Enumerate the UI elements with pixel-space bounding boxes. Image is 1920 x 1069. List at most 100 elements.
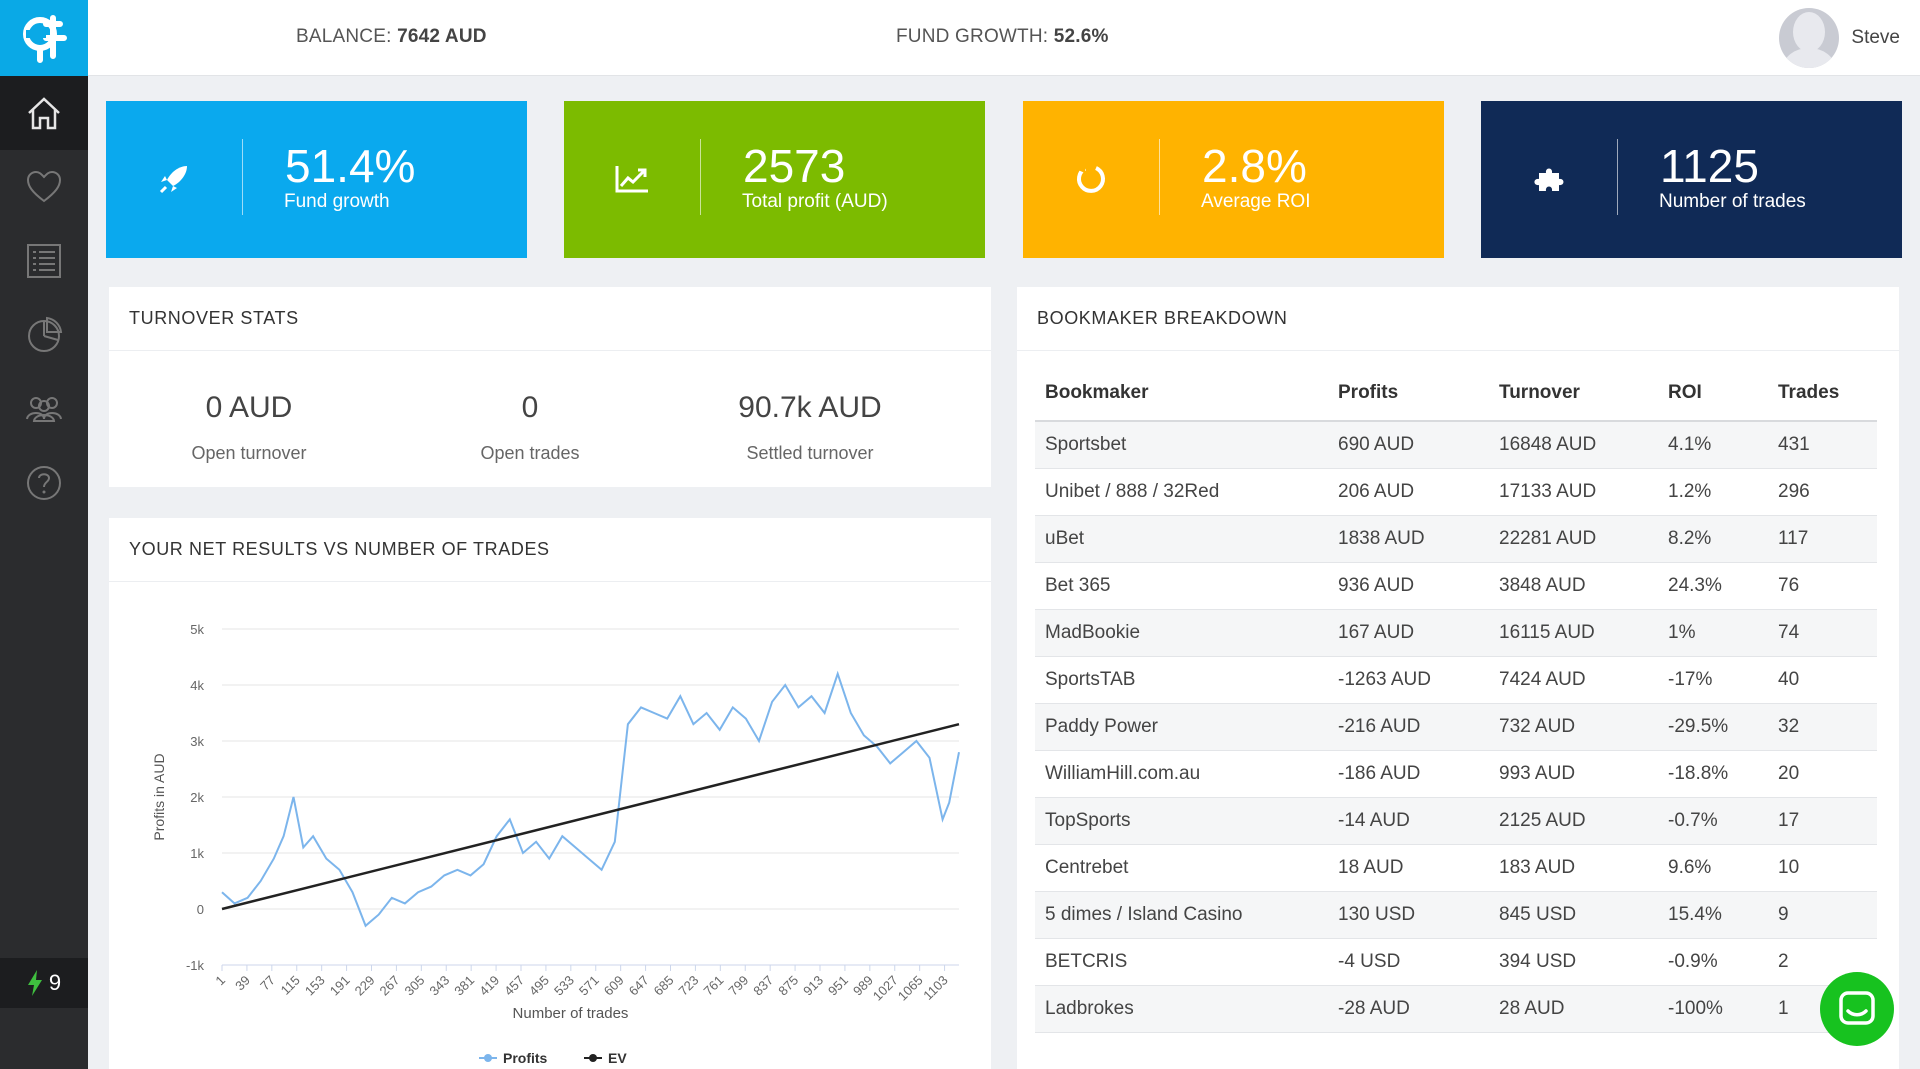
column-header[interactable]: Trades [1768,365,1877,422]
table-cell: 1.2% [1658,468,1768,516]
table-cell: 7424 AUD [1489,656,1658,704]
x-tick-label: 381 [451,973,477,999]
column-header[interactable]: Turnover [1489,365,1658,422]
net-results-chart: 5k 4k 3k 2k 1k 0 -1k 1 39 77 115153191229267305343… [151,622,960,1066]
nav-community[interactable] [0,372,88,446]
x-tick-label: 1 [212,973,228,989]
table-row: Sportsbet 690 AUD 16848 AUD 4.1% 431 [1035,421,1877,469]
table-row: Centrebet 18 AUD 183 AUD 9.6% 10 [1035,844,1877,892]
table-row: BETCRIS -4 USD 394 USD -0.9% 2 [1035,938,1877,986]
pie-chart-icon [28,316,63,352]
y-tick-label: 5k [190,622,204,637]
table-cell: Bet 365 [1035,562,1328,610]
credits-indicator[interactable]: 9 [0,958,88,1008]
series-line-ev [221,722,960,911]
x-tick-label: 571 [576,973,602,999]
tile-label: Total profit (AUD) [742,191,888,212]
table-cell: 936 AUD [1328,562,1489,610]
y-tick-label: 1k [190,846,204,861]
table-header-row: Bookmaker Profits Turnover ROI Trades [1035,365,1877,422]
table-cell: 16115 AUD [1489,609,1658,657]
legend-label: EV [608,1050,627,1066]
table-cell: TopSports [1035,797,1328,845]
x-tick-label: 1065 [895,973,926,1004]
table-cell: 17133 AUD [1489,468,1658,516]
table-cell: -28 AUD [1328,985,1489,1033]
nav-help[interactable] [0,446,88,520]
table-cell: 8.2% [1658,515,1768,563]
table-cell: -100% [1658,985,1768,1033]
x-tick-label: 647 [626,973,652,999]
nav-list[interactable] [0,224,88,298]
x-tick-label: 229 [352,973,378,999]
x-tick-label: 799 [725,973,751,999]
user-name[interactable]: Steve [1851,27,1900,48]
y-tick-label: 3k [190,734,204,749]
tile-label: Average ROI [1201,191,1311,212]
table-row: MadBookie 167 AUD 16115 AUD 1% 74 [1035,609,1877,657]
table-cell: 3848 AUD [1489,562,1658,610]
column-header[interactable]: Profits [1328,365,1489,422]
chat-button[interactable] [1820,972,1894,1046]
app-logo[interactable] [0,0,88,76]
table-cell: Paddy Power [1035,703,1328,751]
tile-label: Number of trades [1659,191,1806,212]
card-title: TURNOVER STATS [109,287,991,351]
user-menu[interactable]: Steve [1779,8,1900,68]
nav-favorites[interactable] [0,150,88,224]
settled-turnover-stat: 90.7k AUD Settled turnover [670,391,950,464]
column-header[interactable]: ROI [1658,365,1768,422]
table-cell: -216 AUD [1328,703,1489,751]
x-tick-label: 951 [825,973,851,999]
table-cell: 40 [1768,656,1877,704]
x-tick-label: 1103 [920,973,950,1003]
bolt-icon [27,970,42,996]
x-tick-label: 191 [327,973,353,999]
x-tick-label: 1027 [870,973,901,1004]
table-cell: 431 [1768,421,1877,469]
x-axis-title: Number of trades [513,1005,629,1022]
nav-stats[interactable] [0,298,88,372]
tile-label: Fund growth [284,191,390,212]
tile-number-of-trades: 1125 Number of trades [1481,101,1902,258]
table-row: Ladbrokes -28 AUD 28 AUD -100% 1 [1035,985,1877,1033]
table-cell: 1838 AUD [1328,515,1489,563]
table-cell: 690 AUD [1328,421,1489,469]
stat-value: 0 [521,391,539,424]
x-tick-label: 837 [750,973,776,999]
column-header[interactable]: Bookmaker [1035,365,1328,422]
nav-home[interactable] [0,76,88,150]
tile-total-profit: 2573 Total profit (AUD) [564,101,985,258]
x-tick-label: 267 [377,973,403,999]
turnover-stats-card: TURNOVER STATS 0 AUD Open turnover 0 Ope… [109,287,991,487]
table-cell: 20 [1768,750,1877,798]
home-icon [28,97,60,130]
fund-growth-stat: FUND GROWTH: 52.6% [896,26,1109,48]
table-row: 5 dimes / Island Casino 130 USD 845 USD 15.… [1035,891,1877,939]
open-turnover-stat: 0 AUD Open turnover [109,391,389,464]
table-cell: 2125 AUD [1489,797,1658,845]
table-cell: 24.3% [1658,562,1768,610]
x-tick-label: 115 [278,973,303,998]
table-cell: -18.8% [1658,750,1768,798]
credits-count: 9 [48,970,62,995]
x-tick-label: 609 [601,973,627,999]
x-tick-label: 305 [401,973,427,999]
legend-marker [589,1054,597,1062]
table-cell: -1263 AUD [1328,656,1489,704]
x-tick-label: 77 [257,973,278,994]
stat-label: Open trades [480,443,580,463]
y-tick-label: 0 [197,902,204,917]
puzzle-icon [1529,159,1569,199]
table-cell: uBet [1035,515,1328,563]
avatar[interactable] [1779,8,1840,68]
table-cell: 32 [1768,703,1877,751]
table-cell: -4 USD [1328,938,1489,986]
table-cell: 206 AUD [1328,468,1489,516]
table-cell: 15.4% [1658,891,1768,939]
table-cell: 22281 AUD [1489,515,1658,563]
stat-value: 90.7k AUD [738,391,882,424]
top-bar: BALANCE: 7642 AUD FUND GROWTH: 52.6% Ste… [88,0,1920,76]
table-cell: 394 USD [1489,938,1658,986]
table-cell: 10 [1768,844,1877,892]
